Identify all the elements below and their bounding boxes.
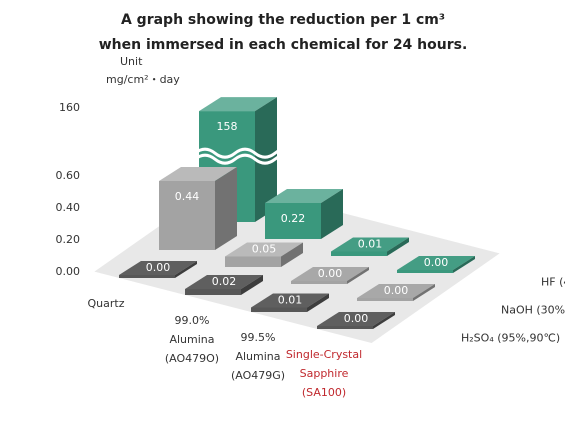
bar: 0.05 bbox=[225, 242, 303, 267]
bar-front bbox=[317, 326, 373, 329]
bar: 0.00 bbox=[291, 267, 369, 284]
bar-top bbox=[265, 189, 343, 203]
x-tick-label: (AO479G) bbox=[231, 369, 285, 382]
bar-side bbox=[307, 293, 329, 312]
bar: 158 bbox=[194, 97, 296, 222]
bar-side bbox=[241, 275, 263, 295]
bar-side bbox=[347, 267, 369, 284]
value-label: 0.22 bbox=[281, 212, 306, 225]
x-tick-label: (AO479O) bbox=[165, 352, 219, 365]
bar-top bbox=[397, 256, 475, 270]
bar-top bbox=[331, 237, 409, 252]
bar: 0.01 bbox=[251, 293, 329, 312]
y-axis-label: mg/cm²・day bbox=[106, 73, 180, 86]
y-tick-label: 0.60 bbox=[56, 169, 81, 182]
bar-front bbox=[331, 251, 387, 256]
bar-top bbox=[291, 267, 369, 281]
bar-side bbox=[281, 242, 303, 267]
bar-side bbox=[373, 312, 395, 329]
bar-side bbox=[453, 256, 475, 273]
y-axis-label: Unit bbox=[120, 55, 143, 68]
value-label: 0.00 bbox=[318, 267, 343, 280]
bar: 0.44 bbox=[159, 167, 237, 250]
bar-front bbox=[225, 256, 281, 267]
bar: 0.00 bbox=[397, 256, 475, 273]
bar-front bbox=[119, 275, 175, 278]
value-label: 0.00 bbox=[424, 256, 449, 269]
bar: 0.22 bbox=[265, 189, 343, 239]
bar-front bbox=[357, 298, 413, 301]
x-tick-label: 99.0% bbox=[175, 314, 210, 327]
bar-front bbox=[159, 181, 215, 250]
value-label: 158 bbox=[217, 120, 238, 133]
x-tick-label: Alumina bbox=[169, 333, 214, 346]
bar-front bbox=[291, 281, 347, 284]
y-tick-label: 160 bbox=[59, 101, 80, 114]
legend-label: H₂SO₄ (95%,90℃) bbox=[461, 332, 560, 345]
bar-side bbox=[387, 237, 409, 256]
chart-title: A graph showing the reduction per 1 cm³ bbox=[121, 12, 445, 28]
bar-top bbox=[185, 275, 263, 289]
bar: 0.00 bbox=[357, 284, 435, 301]
bar-side bbox=[215, 167, 237, 250]
bar-top bbox=[251, 293, 329, 308]
x-tick-label: 99.5% bbox=[241, 331, 276, 344]
y-tick-label: 0.20 bbox=[56, 233, 81, 246]
y-tick-label: 0.00 bbox=[56, 265, 81, 278]
value-label: 0.44 bbox=[175, 190, 200, 203]
bar-top bbox=[317, 312, 395, 326]
x-tick-label: Sapphire bbox=[300, 367, 349, 380]
bar-top bbox=[225, 242, 303, 257]
bar-top bbox=[357, 284, 435, 298]
legend-label: HF (46%,90℃) bbox=[541, 276, 565, 289]
axis-break bbox=[194, 147, 296, 165]
bar-side bbox=[413, 284, 435, 301]
legend-label: NaOH (30%,90℃) bbox=[501, 304, 565, 317]
bar-top bbox=[199, 97, 277, 112]
bar: 0.02 bbox=[185, 275, 263, 295]
bar-front bbox=[397, 270, 453, 273]
value-label: 0.00 bbox=[146, 261, 171, 274]
chart-title: when immersed in each chemical for 24 ho… bbox=[99, 37, 468, 53]
bar-front bbox=[185, 289, 241, 295]
value-label: 0.00 bbox=[344, 312, 369, 325]
bar-top bbox=[119, 261, 197, 275]
value-label: 0.05 bbox=[252, 243, 277, 256]
x-tick-label: Alumina bbox=[235, 350, 280, 363]
bar-front bbox=[265, 203, 321, 239]
bar-side bbox=[255, 97, 277, 222]
value-label: 0.02 bbox=[212, 275, 237, 288]
bar-front bbox=[251, 307, 307, 312]
bar: 0.01 bbox=[331, 237, 409, 256]
y-tick-label: 0.40 bbox=[56, 201, 81, 214]
bar-side bbox=[175, 261, 197, 278]
x-tick-label: (SA100) bbox=[302, 386, 346, 399]
value-label: 0.01 bbox=[358, 238, 383, 251]
x-tick-label: Quartz bbox=[88, 297, 125, 310]
bar: 0.00 bbox=[317, 312, 395, 329]
value-label: 0.01 bbox=[278, 294, 303, 307]
bar: 0.00 bbox=[119, 261, 197, 278]
value-label: 0.00 bbox=[384, 284, 409, 297]
bar-side bbox=[321, 189, 343, 239]
x-tick-label: Single-Crystal bbox=[286, 348, 362, 361]
bar-top bbox=[159, 167, 237, 181]
